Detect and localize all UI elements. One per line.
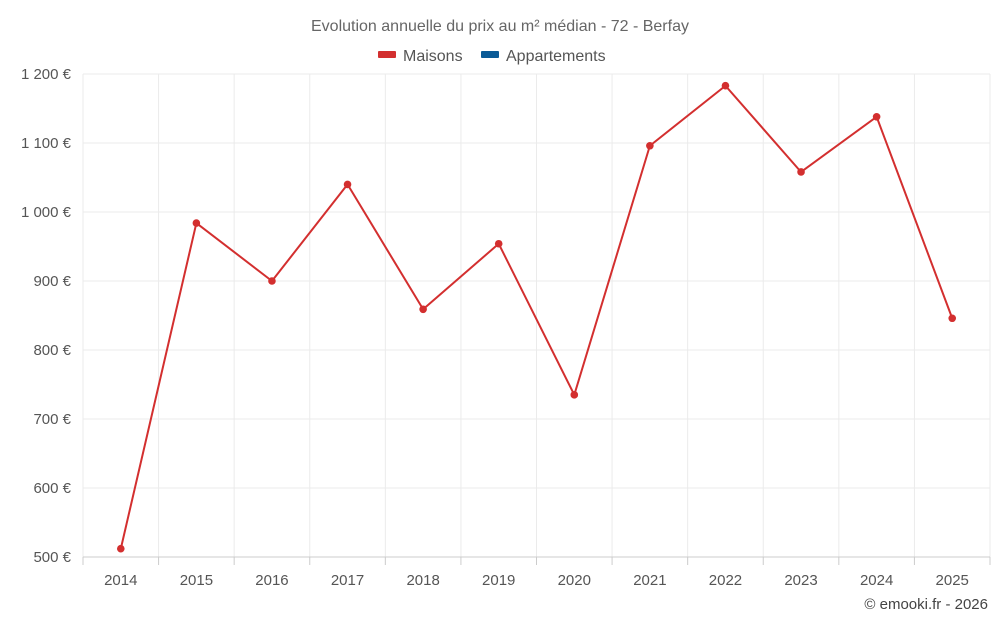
data-point-maisons[interactable] [268,277,276,285]
x-tick-label: 2025 [936,572,969,589]
y-tick-label: 1 200 € [21,66,72,83]
data-point-maisons[interactable] [192,219,201,227]
legend-swatch-appartements [481,51,499,58]
data-point-maisons[interactable] [721,81,730,90]
legend-label-appartements: Appartements [506,48,606,65]
data-point-maisons[interactable] [872,112,881,121]
data-point-maisons[interactable] [797,168,805,176]
x-tick-label: 2024 [860,572,893,589]
x-tick-label: 2015 [180,572,213,589]
x-tick-label: 2022 [709,572,742,589]
x-tick-label: 2014 [104,572,137,589]
y-tick-label: 900 € [33,273,71,290]
data-point-maisons[interactable] [948,314,957,323]
x-tick-label: 2021 [633,572,666,589]
x-axis: 2014 2015 2016 2017 2018 2019 2020 2021 2022 2023… [82,556,991,589]
grid [82,73,991,557]
x-tick-label: 2017 [331,572,364,589]
y-tick-label: 1 100 € [21,135,72,152]
data-point-maisons[interactable] [494,239,503,248]
y-tick-label: 700 € [33,411,71,428]
legend-swatch-maisons [378,51,396,58]
legend: Maisons Appartements [378,48,606,65]
x-tick-label: 2020 [558,572,591,589]
x-tick-label: 2023 [784,572,817,589]
legend-item-maisons[interactable]: Maisons [378,48,463,65]
legend-item-appartements[interactable]: Appartements [481,48,606,65]
chart-title: Evolution annuelle du prix au m² médian … [311,18,689,35]
data-point-maisons[interactable] [570,391,579,399]
y-tick-label: 800 € [33,342,71,359]
y-tick-label: 600 € [33,480,71,497]
y-tick-label: 1 000 € [21,204,72,221]
data-point-maisons[interactable] [646,141,654,150]
y-tick-label: 500 € [33,549,71,566]
series-line-maisons [119,84,954,549]
x-tick-label: 2016 [255,572,288,589]
data-point-maisons[interactable] [343,180,352,189]
x-tick-label: 2018 [406,572,439,589]
series-maisons [116,81,957,553]
credit-text: © emooki.fr - 2026 [864,596,988,613]
legend-label-maisons: Maisons [403,48,463,65]
x-tick-label: 2019 [482,572,515,589]
y-axis: 500 € 600 € 700 € 800 € 900 € 1 000 € 1 100 € 1… [21,66,72,566]
data-point-maisons[interactable] [116,544,125,553]
data-point-maisons[interactable] [419,305,427,314]
